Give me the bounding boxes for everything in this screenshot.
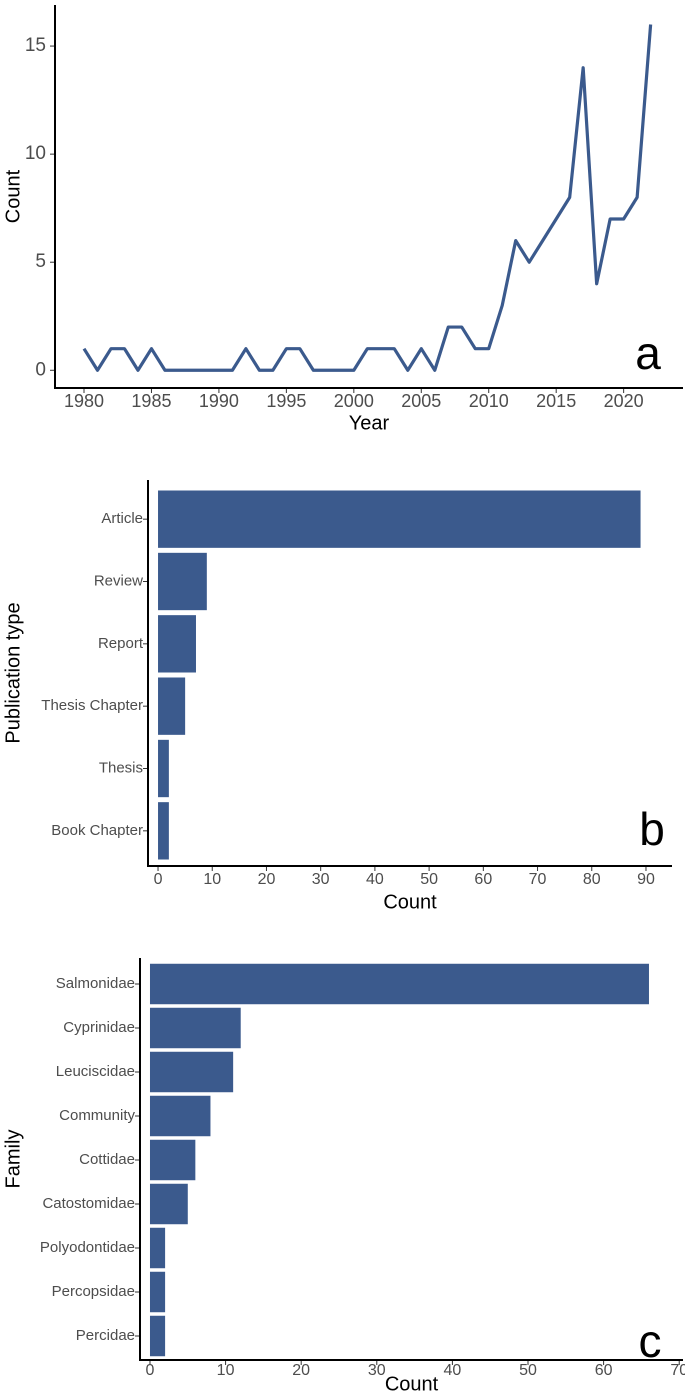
x-tick-label: 1995 [266, 391, 306, 411]
x-tick-label: 50 [519, 1362, 537, 1379]
bar [149, 1007, 241, 1049]
x-tick-label: 30 [368, 1362, 386, 1379]
x-tick-label: 1980 [64, 391, 104, 411]
x-tick-label: 40 [444, 1362, 462, 1379]
x-tick-label: 20 [258, 871, 276, 888]
x-tick-label: 10 [217, 1362, 235, 1379]
y-tick-label: Article [101, 510, 143, 527]
x-tick-label: 0 [154, 871, 163, 888]
panel-label: b [639, 803, 665, 855]
x-tick-label: 40 [366, 871, 384, 888]
line [82, 24, 653, 372]
y-tick-label: Thesis [99, 759, 143, 776]
x-tick-label: 80 [583, 871, 601, 888]
panel-label: c [639, 1315, 662, 1367]
x-tick-label: 90 [637, 871, 655, 888]
y-tick-label: Polyodontidae [40, 1239, 135, 1256]
bar [149, 1095, 211, 1137]
bar [149, 1271, 166, 1313]
bar [149, 1139, 196, 1181]
x-tick-label: 50 [420, 871, 438, 888]
y-tick-label: Cyprinidae [63, 1019, 135, 1036]
x-tick-label: 1985 [131, 391, 171, 411]
bar [158, 490, 641, 548]
y-tick-label: Cottidae [79, 1151, 135, 1168]
bar [158, 677, 186, 735]
y-tick-label: Catostomidae [42, 1195, 135, 1212]
y-tick-label: Report [98, 635, 144, 652]
y-tick-label: Percopsidae [52, 1283, 135, 1300]
bar [158, 615, 196, 673]
x-tick-label: 10 [203, 871, 221, 888]
x-tick-label: 2010 [469, 391, 509, 411]
bar [158, 739, 169, 798]
y-tick-label: Leuciscidae [56, 1063, 135, 1080]
bar [149, 963, 649, 1005]
y-tick-label: 10 [25, 143, 46, 164]
y-axis-title: Publication type [2, 602, 24, 743]
x-tick-label: 0 [146, 1362, 155, 1379]
x-tick-label: 2005 [401, 391, 441, 411]
x-tick-label: 60 [474, 871, 492, 888]
bar [158, 802, 169, 860]
bar [149, 1183, 188, 1225]
x-tick-label: 2000 [334, 391, 374, 411]
x-tick-label: 60 [595, 1362, 613, 1379]
x-tick-label: 70 [670, 1362, 685, 1379]
y-tick-label: Percidae [76, 1327, 135, 1344]
x-axis-title: Count [385, 1373, 439, 1393]
x-tick-label: 30 [312, 871, 330, 888]
y-tick-label: 5 [35, 251, 46, 272]
panel-label: a [635, 327, 661, 379]
y-tick-label: Thesis Chapter [41, 697, 143, 714]
x-tick-label: 2020 [604, 391, 644, 411]
y-axis-title: Family [2, 1130, 24, 1189]
y-axis-title: Count [2, 169, 24, 223]
x-axis-title: Year [349, 412, 390, 434]
bar [149, 1051, 234, 1093]
x-axis-title: Count [383, 891, 437, 913]
bar [149, 1315, 166, 1357]
y-tick-label: 15 [25, 35, 46, 56]
x-tick-label: 20 [292, 1362, 310, 1379]
y-tick-label: 0 [35, 359, 46, 380]
y-tick-label: Book Chapter [51, 822, 143, 839]
x-tick-label: 70 [529, 871, 547, 888]
y-tick-label: Review [94, 572, 143, 589]
y-tick-label: Community [59, 1107, 135, 1124]
x-tick-label: 1990 [199, 391, 239, 411]
bar [149, 1227, 166, 1269]
x-tick-label: 2015 [536, 391, 576, 411]
bar [158, 552, 207, 611]
y-tick-label: Salmonidae [56, 975, 135, 992]
